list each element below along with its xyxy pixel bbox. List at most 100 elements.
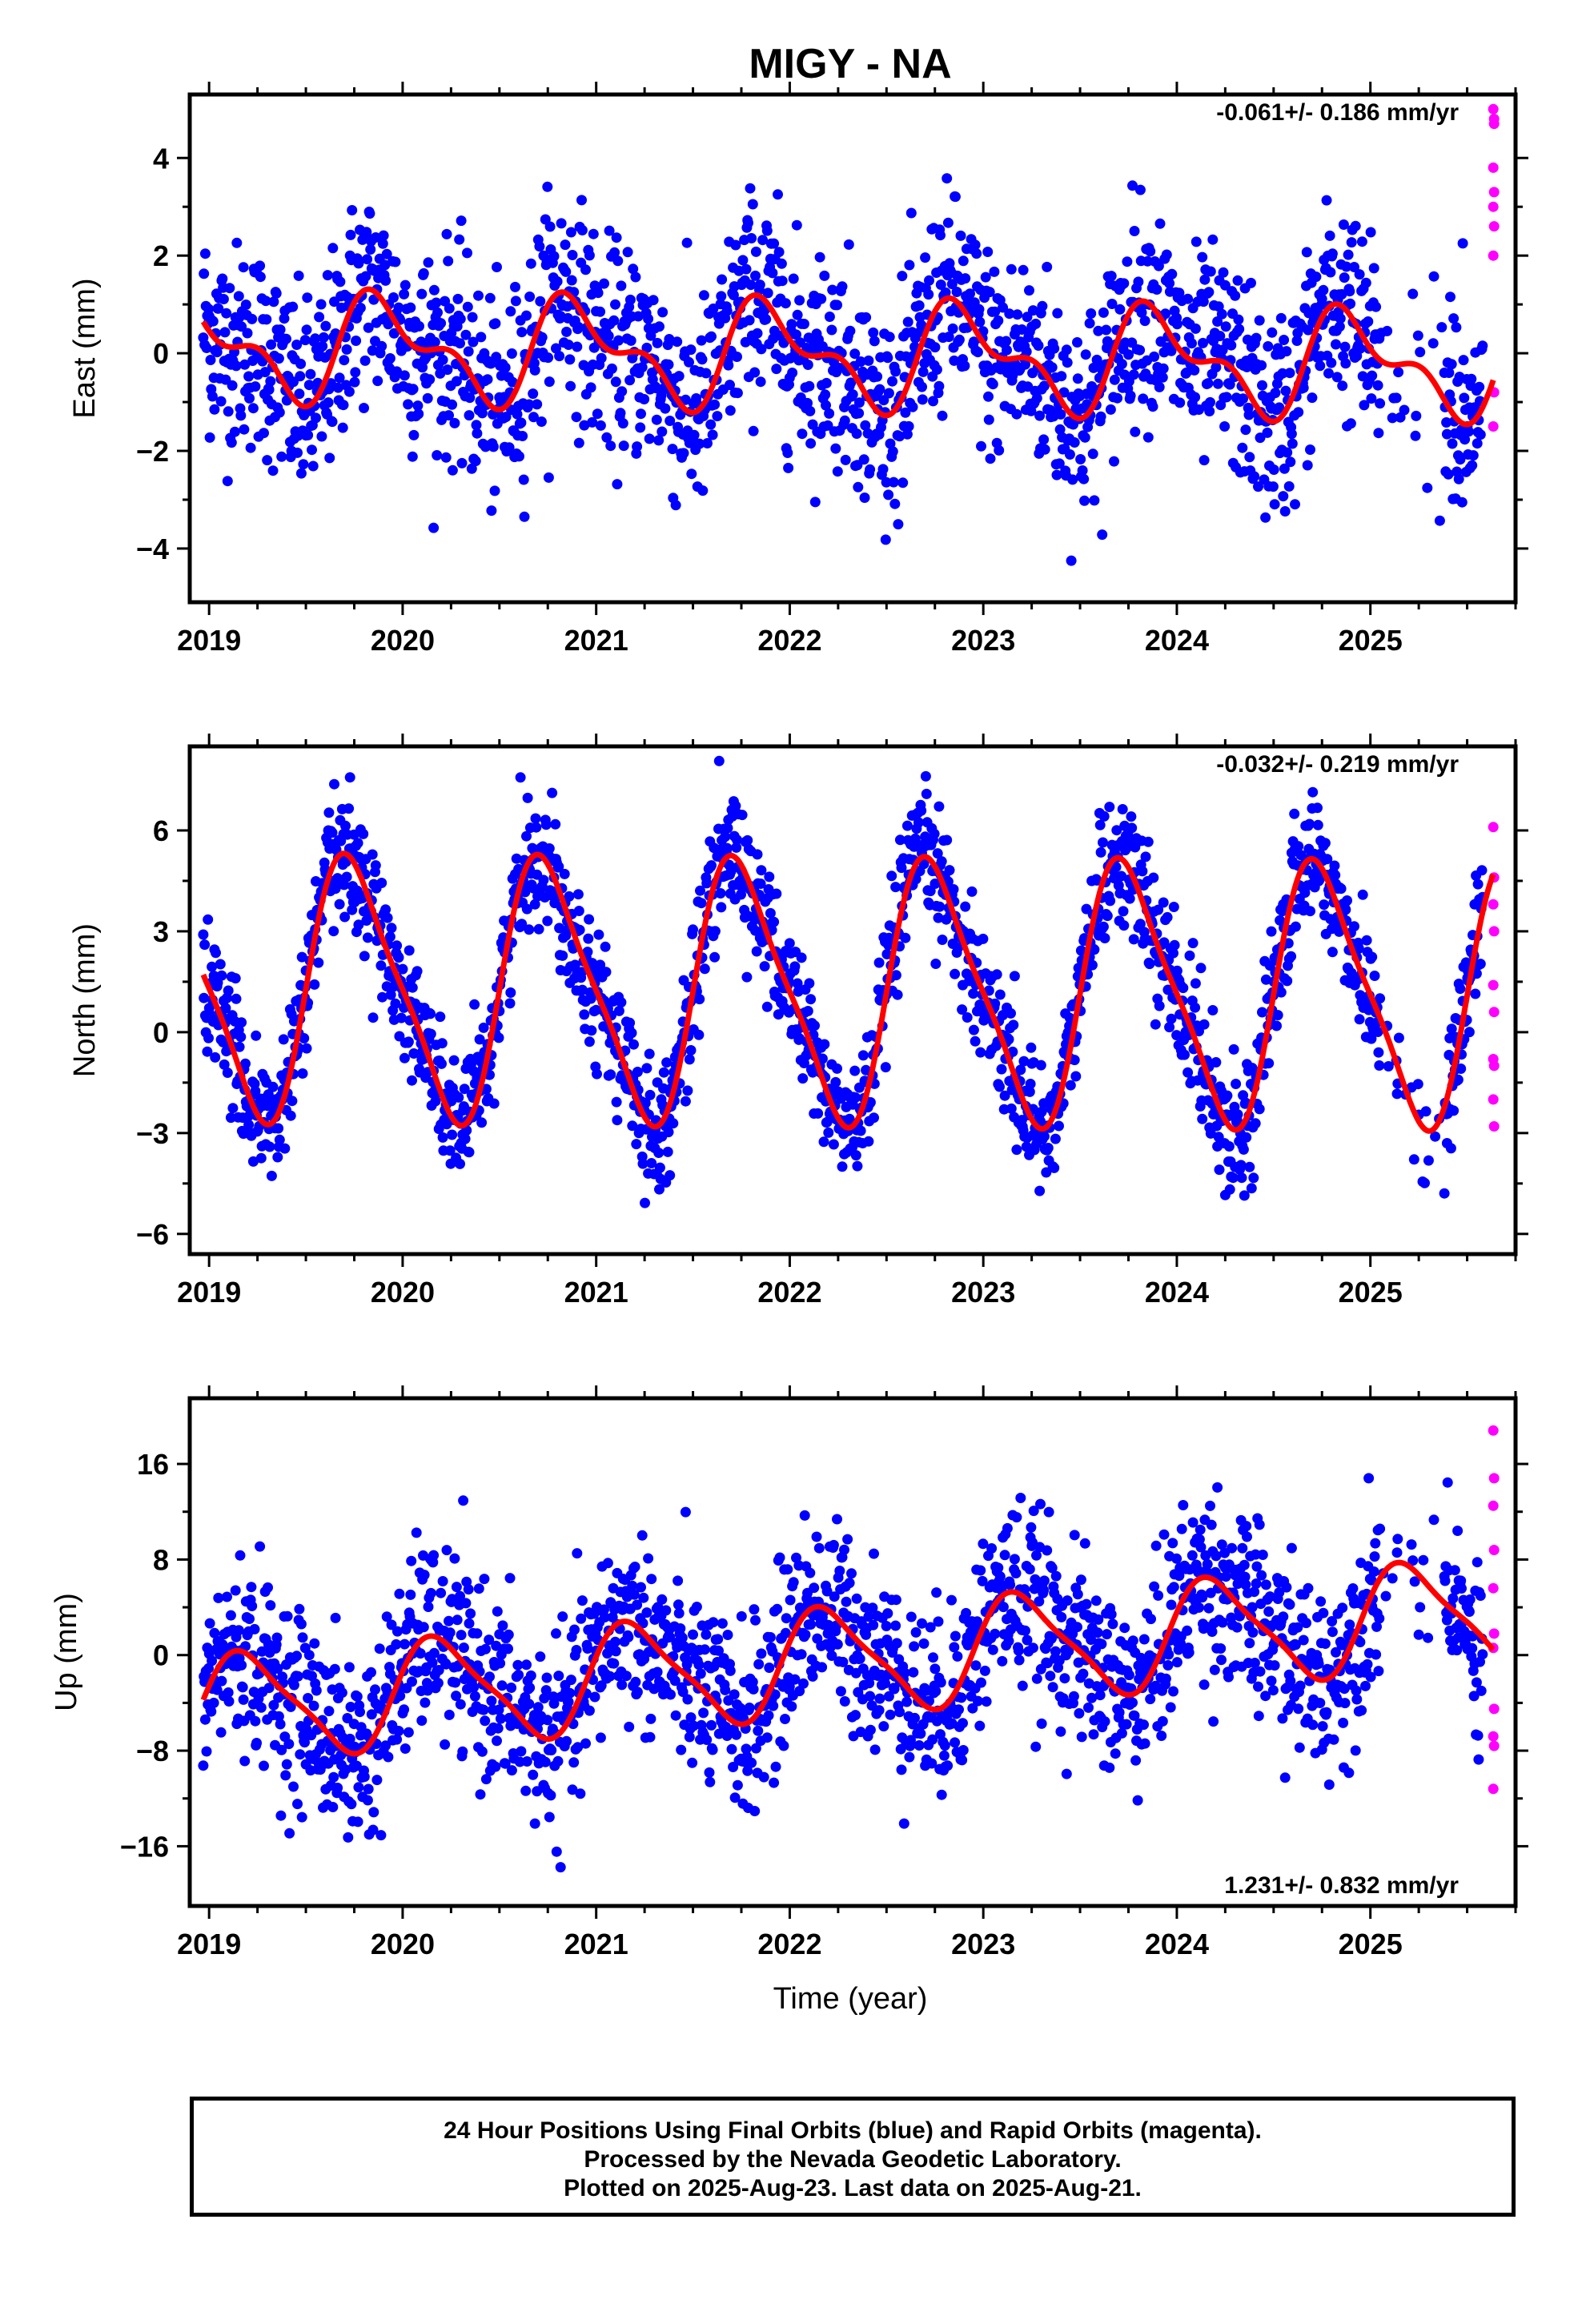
final-point xyxy=(894,834,905,846)
final-point xyxy=(329,1663,340,1675)
final-point xyxy=(240,1058,251,1069)
final-point xyxy=(682,1694,693,1705)
final-point xyxy=(773,189,783,200)
final-point xyxy=(1018,1055,1030,1067)
final-point xyxy=(753,1659,765,1670)
final-point xyxy=(1441,417,1452,428)
final-point xyxy=(1205,266,1216,277)
final-point xyxy=(976,1677,986,1688)
final-point xyxy=(678,448,689,459)
final-point xyxy=(529,899,540,910)
final-point xyxy=(204,432,215,443)
final-point xyxy=(584,1705,595,1716)
final-point xyxy=(608,315,620,326)
final-point xyxy=(789,1674,801,1685)
final-point xyxy=(1157,372,1168,383)
final-point xyxy=(754,279,765,291)
final-point xyxy=(1445,292,1456,303)
final-point xyxy=(1467,460,1478,471)
final-point xyxy=(199,268,210,279)
final-point xyxy=(972,1616,982,1627)
final-point xyxy=(869,1548,879,1559)
final-point xyxy=(1227,1172,1239,1184)
final-point xyxy=(436,1058,447,1069)
final-point xyxy=(729,1689,740,1700)
final-point xyxy=(522,792,533,803)
model-curve xyxy=(200,286,1496,428)
final-point xyxy=(813,1542,825,1554)
final-point xyxy=(582,947,593,958)
final-point xyxy=(490,1761,501,1772)
final-point xyxy=(789,961,801,972)
final-point xyxy=(604,1671,616,1682)
final-point xyxy=(952,1651,963,1662)
final-point xyxy=(551,1628,561,1639)
final-point xyxy=(940,287,951,298)
final-point xyxy=(332,382,343,393)
final-point xyxy=(291,1651,303,1662)
final-point xyxy=(693,1029,705,1040)
final-point xyxy=(749,1604,760,1615)
final-point xyxy=(388,292,399,303)
final-point xyxy=(450,1677,461,1688)
final-point xyxy=(1257,1007,1267,1018)
final-point xyxy=(1020,359,1030,370)
final-point xyxy=(280,1770,291,1781)
final-point xyxy=(907,401,918,412)
final-point xyxy=(238,1694,249,1705)
final-point xyxy=(774,1552,785,1563)
final-point xyxy=(1254,315,1265,326)
rapid-point xyxy=(1488,899,1499,910)
final-point xyxy=(632,311,644,322)
final-point xyxy=(1174,397,1186,408)
final-point xyxy=(585,382,596,393)
final-point xyxy=(854,1653,865,1664)
final-point xyxy=(1111,825,1122,836)
final-point xyxy=(268,1699,279,1711)
final-point xyxy=(618,440,629,452)
final-point xyxy=(557,950,568,961)
final-point xyxy=(643,1553,654,1564)
final-point xyxy=(699,963,710,975)
final-point xyxy=(394,1588,405,1599)
final-point xyxy=(620,1671,632,1682)
final-point xyxy=(863,1136,874,1147)
final-point xyxy=(872,371,883,382)
final-point xyxy=(352,1816,363,1827)
final-point xyxy=(1334,321,1345,332)
final-point xyxy=(1420,1106,1431,1117)
final-point xyxy=(1240,424,1251,436)
final-point xyxy=(695,1668,706,1679)
final-point xyxy=(802,360,813,370)
final-point xyxy=(1134,344,1146,356)
model-curve xyxy=(200,850,1496,1134)
final-point xyxy=(1423,1155,1434,1166)
final-point xyxy=(519,511,530,522)
final-point xyxy=(705,1776,716,1787)
final-point xyxy=(1279,335,1290,345)
final-point xyxy=(399,1052,410,1063)
final-point xyxy=(1204,406,1215,416)
final-point xyxy=(298,459,309,470)
final-point xyxy=(560,266,572,277)
final-point xyxy=(863,1611,874,1622)
final-point xyxy=(323,397,334,408)
final-point xyxy=(929,828,940,839)
final-point xyxy=(1168,902,1179,912)
final-point xyxy=(610,299,620,310)
final-point xyxy=(1373,1047,1384,1058)
final-point xyxy=(792,978,803,989)
final-point xyxy=(608,1658,620,1669)
final-point xyxy=(1281,346,1292,357)
final-point xyxy=(430,1096,441,1107)
final-point xyxy=(599,1612,610,1622)
final-point xyxy=(1124,893,1135,904)
final-point xyxy=(1234,324,1245,335)
final-point xyxy=(849,1065,861,1076)
final-point xyxy=(375,1830,387,1841)
final-point xyxy=(281,395,292,406)
final-point xyxy=(460,1133,471,1144)
final-point xyxy=(1024,1086,1035,1097)
final-point xyxy=(396,1012,407,1023)
final-point xyxy=(904,259,915,271)
